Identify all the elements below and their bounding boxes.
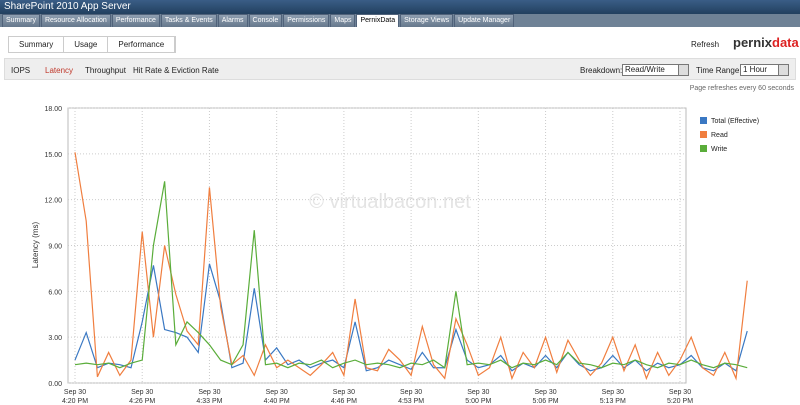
y-tick-label: 3.00 (48, 335, 62, 342)
tab[interactable]: Permissions (283, 14, 330, 27)
y-tick-label: 15.00 (44, 152, 62, 159)
tab[interactable]: Performance (111, 14, 160, 27)
logo: pernixdata (733, 35, 799, 50)
subtab-bar: Summary Usage Performance (8, 36, 177, 53)
tab[interactable]: PernixData (356, 14, 400, 27)
y-tick-label: 12.00 (44, 198, 62, 205)
y-tick-label: 9.00 (48, 244, 62, 251)
tab[interactable]: Console (248, 14, 283, 27)
x-tick-label: Sep 30 4:26 PM (129, 389, 156, 405)
metric-tab[interactable]: Throughput (85, 66, 126, 75)
metric-tab[interactable]: IOPS (11, 66, 31, 75)
legend-label: Total (Effective) (711, 118, 760, 125)
y-axis-label: Latency (ms) (31, 222, 40, 269)
tab[interactable]: Alarms (217, 14, 248, 27)
tab[interactable]: Storage Views (400, 14, 454, 27)
legend-label: Read (711, 132, 728, 139)
legend-swatch (700, 145, 707, 152)
legend-entry: Write (700, 145, 727, 153)
y-tick-label: 6.00 (48, 289, 62, 296)
breakdown-select[interactable]: Read/Write (622, 64, 689, 76)
subtab[interactable]: Performance (108, 37, 176, 52)
x-tick-label: Sep 30 4:53 PM (398, 389, 425, 405)
time-range-label: Time Range: (696, 66, 742, 75)
legend-entry: Read (700, 131, 728, 139)
legend-label: Write (711, 146, 728, 153)
x-tick-label: Sep 30 4:20 PM (61, 389, 89, 405)
logo-part: pernix (733, 35, 773, 50)
logo-part: data (772, 35, 799, 50)
tab[interactable]: Maps (330, 14, 356, 27)
x-tick-label: Sep 30 4:46 PM (330, 389, 357, 405)
x-tick-label: Sep 30 5:20 PM (666, 389, 694, 405)
x-tick-label: Sep 30 4:33 PM (196, 389, 223, 405)
metric-bar: Breakdown: Read/Write Time Range: 1 Hour… (4, 58, 796, 80)
watermark: © virtualbacon.net (309, 191, 471, 213)
subtab[interactable]: Summary (9, 37, 65, 52)
x-tick-label: Sep 30 5:00 PM (465, 389, 492, 405)
tab[interactable]: Tasks & Events (160, 14, 217, 27)
data-line (74, 181, 748, 369)
y-tick-label: 18.00 (44, 106, 62, 113)
time-range-select[interactable]: 1 Hour (740, 64, 789, 76)
refresh-note: Page refreshes every 60 seconds (689, 85, 794, 92)
window-title: SharePoint 2010 App Server (0, 0, 800, 14)
data-line (74, 152, 748, 381)
refresh-link[interactable]: Refresh (691, 40, 720, 49)
y-tick-label: 0.00 (48, 381, 62, 388)
tab[interactable]: Summary (2, 14, 40, 27)
legend-swatch (700, 117, 707, 124)
metric-tab[interactable]: Latency (45, 66, 74, 75)
legend-entry: Total (Effective) (700, 117, 759, 125)
x-tick-label: Sep 30 4:40 PM (263, 389, 290, 405)
metric-tab[interactable]: Hit Rate & Eviction Rate (133, 66, 219, 75)
breakdown-label: Breakdown: (580, 66, 623, 75)
legend-swatch (700, 131, 707, 138)
subtab[interactable]: Usage (64, 37, 109, 52)
x-tick-label: Sep 30 5:13 PM (599, 389, 626, 405)
x-tick-label: Sep 30 5:06 PM (532, 389, 559, 405)
tab-bar: Summary Resource Allocation Performance Tas… (0, 14, 800, 27)
tab[interactable]: Update Manager (454, 14, 515, 27)
tab[interactable]: Resource Allocation (40, 14, 111, 27)
